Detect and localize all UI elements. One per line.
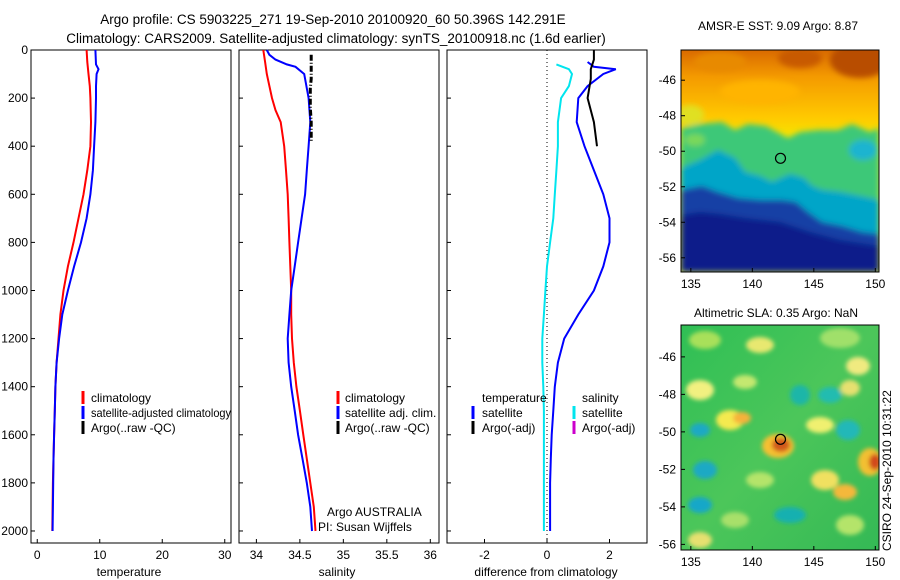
temperature-x-axis: 0 10 20 30 (34, 539, 232, 562)
timestamp-stamp: CSIRO 24-Sep-2010 10:31:22 (880, 390, 894, 551)
x-tick-label: 20 (156, 548, 170, 562)
difference-panel-frame (446, 49, 648, 544)
y-tick-label: 1000 (1, 283, 28, 297)
y-tick-label: -48 (659, 387, 677, 401)
argo-location-marker (774, 152, 787, 164)
legend-label-satellite: satellite-adjusted climatology (91, 406, 231, 420)
float-owner-annotation: Argo AUSTRALIA (327, 505, 422, 519)
sst-map-axes: 135 140 145 150 -46 -48 -50 -52 -54 -56 (659, 73, 886, 291)
legend-label-argo: Argo(..raw -QC) (91, 421, 176, 435)
y-tick-label: 1600 (1, 428, 28, 442)
series-line (308, 54, 313, 142)
temperature-series (51, 49, 100, 532)
y-tick-label: 1400 (1, 380, 28, 394)
y-tick-label: -46 (659, 73, 677, 87)
temperature-y-axis: 0 200 400 600 800 1000 1200 1400 1600 1800 2000 (1, 43, 451, 538)
y-tick-label: 2000 (1, 524, 28, 538)
y-tick-label: -50 (659, 144, 677, 158)
y-tick-label: -52 (659, 180, 677, 194)
x-tick-label: 35 (337, 548, 351, 562)
legend-label-satellite: satellite adj. clim. (345, 406, 436, 420)
sla-map-title: Altimetric SLA: 0.35 Argo: NaN (694, 306, 858, 320)
legend-label-climatology: climatology (91, 391, 151, 405)
y-tick-label: 1800 (1, 476, 28, 490)
x-tick-label: 145 (804, 277, 824, 291)
difference-x-axis: -2 0 2 (479, 539, 613, 562)
argo-location-marker (774, 433, 787, 445)
legend-heading-salinity: salinity (582, 391, 619, 405)
legend-heading-temperature: temperature (482, 391, 547, 405)
y-tick-label: 600 (8, 187, 28, 201)
y-tick-label: -54 (659, 500, 677, 514)
y-tick-label: 800 (8, 235, 28, 249)
temperature-legend: climatology satellite-adjusted climatolo… (81, 391, 231, 435)
series-line (541, 63, 574, 531)
x-tick-label: 36 (424, 548, 438, 562)
salinity-axis-label: salinity (319, 565, 356, 579)
y-tick-label: -46 (659, 350, 677, 364)
y-tick-label: -48 (659, 109, 677, 123)
series-line (51, 49, 100, 532)
x-tick-label: 34.5 (288, 548, 312, 562)
x-tick-label: 135 (681, 277, 701, 291)
x-tick-label: 0 (34, 548, 41, 562)
x-tick-label: 10 (93, 548, 107, 562)
legend-label-temp-argo: Argo(-adj) (482, 421, 535, 435)
difference-axis-label: difference from climatology (474, 565, 617, 579)
y-tick-label: 200 (8, 91, 28, 105)
y-tick-label: 400 (8, 139, 28, 153)
x-tick-label: 140 (742, 555, 762, 569)
x-tick-label: 150 (865, 555, 885, 569)
x-tick-label: 145 (804, 555, 824, 569)
float-pi-annotation: PI: Susan Wijffels (318, 520, 412, 534)
salinity-legend: climatology satellite adj. clim. Argo(..… (336, 391, 436, 435)
sla-map-axes: 135 140 145 150 -46 -48 -50 -52 -54 -56 (659, 350, 886, 569)
x-tick-label: 140 (742, 277, 762, 291)
y-tick-label: -56 (659, 251, 677, 265)
legend-label-temp-satellite: satellite (482, 406, 523, 420)
salinity-panel-frame (238, 49, 440, 544)
x-tick-label: 2 (606, 548, 613, 562)
temperature-axis-label: temperature (97, 565, 162, 579)
salinity-x-axis: 34 34.5 35 35.5 36 (250, 539, 438, 562)
legend-label-sal-argo: Argo(-adj) (582, 421, 635, 435)
y-tick-label: 1200 (1, 332, 28, 346)
sst-map-title: AMSR-E SST: 9.09 Argo: 8.87 (698, 19, 858, 33)
difference-legend: temperature satellite Argo(-adj) salinit… (471, 391, 635, 435)
x-tick-label: 0 (544, 548, 551, 562)
x-tick-label: -2 (479, 548, 490, 562)
series-line (265, 49, 313, 532)
y-tick-label: -56 (659, 537, 677, 551)
sla-map-image (681, 325, 879, 550)
x-tick-label: 35.5 (375, 548, 399, 562)
legend-label-climatology: climatology (345, 391, 405, 405)
series-line (262, 49, 317, 532)
sst-map-frame (680, 49, 880, 273)
legend-label-sal-satellite: satellite (582, 406, 623, 420)
figure-title-line1: Argo profile: CS 5903225_271 19-Sep-2010… (100, 12, 565, 27)
difference-series (541, 50, 617, 531)
x-tick-label: 34 (250, 548, 264, 562)
temperature-panel-frame (30, 49, 232, 544)
sst-map-image (681, 50, 879, 272)
y-tick-label: -52 (659, 462, 677, 476)
sla-map-frame (680, 324, 880, 551)
y-tick-label: 0 (21, 43, 28, 57)
y-tick-label: -50 (659, 425, 677, 439)
series-line (586, 50, 598, 147)
salinity-series (262, 49, 317, 532)
y-tick-label: -54 (659, 215, 677, 229)
figure-title-line2: Climatology: CARS2009. Satellite-adjuste… (66, 31, 606, 46)
legend-label-argo: Argo(..raw -QC) (345, 421, 430, 435)
x-tick-label: 150 (865, 277, 885, 291)
x-tick-label: 135 (681, 555, 701, 569)
x-tick-label: 30 (218, 548, 232, 562)
